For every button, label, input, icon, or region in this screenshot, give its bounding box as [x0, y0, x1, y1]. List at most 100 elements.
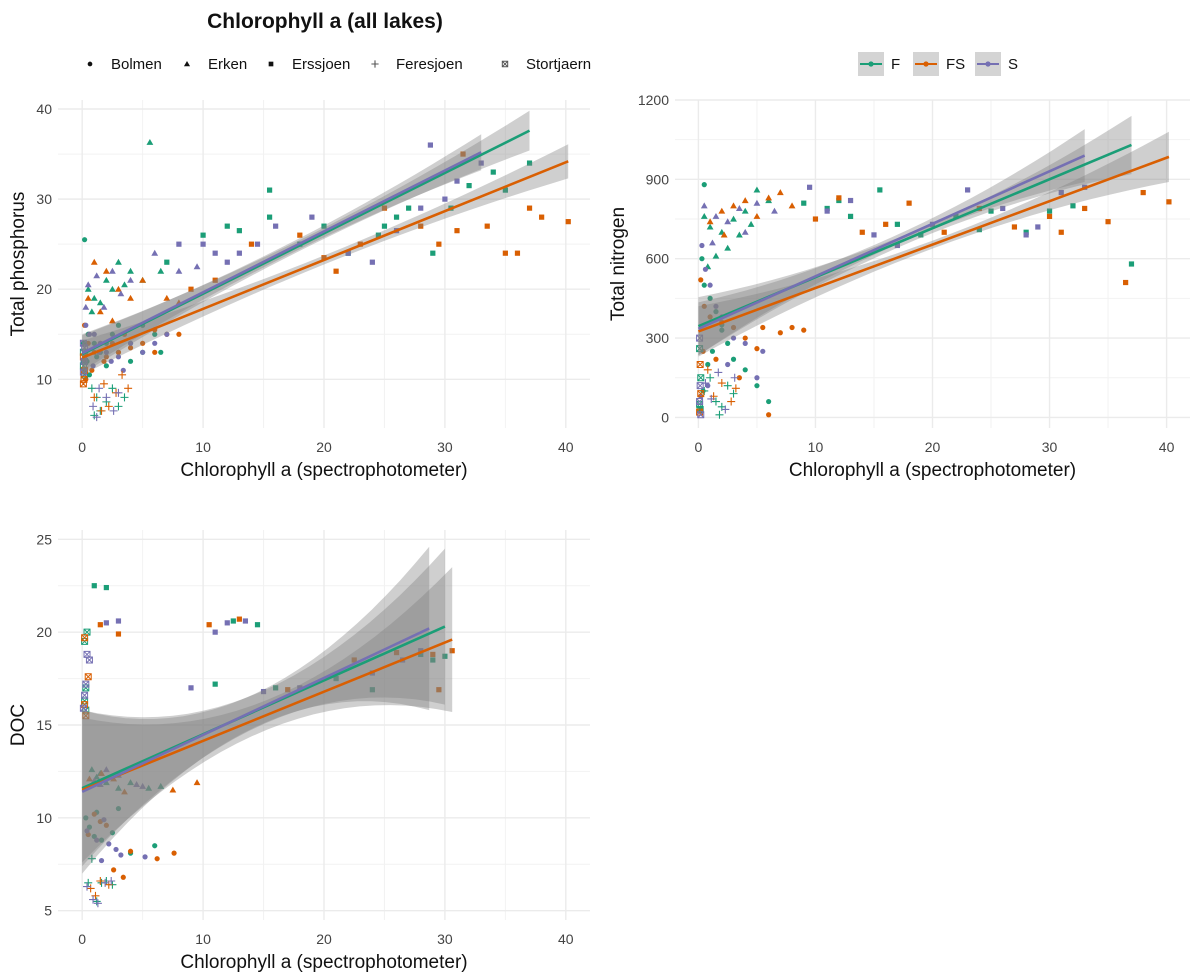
data-point [102, 766, 110, 773]
data-point [706, 223, 714, 230]
y-axis-title: DOC [8, 704, 29, 746]
data-point [375, 232, 382, 238]
data-point [206, 622, 212, 628]
x-tick-label: 0 [695, 439, 703, 455]
data-point [442, 196, 448, 202]
data-point [84, 285, 92, 292]
series-s-circle [84, 817, 148, 864]
legend-key-erken [183, 60, 191, 67]
data-point [1128, 261, 1135, 267]
data-point [953, 213, 959, 219]
data-point [502, 187, 508, 193]
y-tick-label: 1200 [638, 92, 669, 108]
x-tick-label: 30 [437, 439, 453, 455]
data-point [776, 189, 784, 196]
data-point [712, 252, 720, 259]
data-point [702, 266, 709, 272]
data-point [91, 331, 97, 337]
data-point [526, 205, 533, 211]
data-point [115, 322, 122, 328]
data-point [120, 393, 129, 402]
data-point [127, 358, 134, 364]
data-point [236, 616, 242, 622]
data-point [118, 370, 127, 379]
y-tick-label: 900 [646, 171, 670, 187]
data-point [139, 782, 147, 789]
data-point [297, 232, 303, 238]
data-point [705, 383, 711, 389]
data-point [90, 393, 99, 402]
data-point [97, 406, 106, 415]
data-point [83, 322, 89, 328]
data-point [788, 202, 796, 209]
trend-line-fs [81, 160, 569, 359]
legend-dot-f [868, 61, 874, 67]
data-point [86, 372, 93, 378]
data-point [731, 384, 740, 393]
series-fs-plus [86, 877, 113, 900]
data-point [478, 160, 484, 166]
data-point [115, 618, 122, 624]
data-point [700, 348, 706, 354]
data-point [824, 208, 830, 214]
data-point [140, 349, 146, 355]
data-point [212, 681, 218, 687]
data-point [700, 212, 708, 219]
data-point [1058, 189, 1064, 196]
data-point [93, 272, 101, 279]
series-s-triangle [82, 249, 201, 310]
data-point [1123, 279, 1129, 286]
data-point [753, 186, 761, 193]
data-point [765, 194, 773, 201]
x-tick-label: 40 [558, 931, 574, 947]
data-point [976, 227, 982, 233]
data-point [91, 340, 97, 346]
data-point [393, 214, 400, 220]
data-point [696, 382, 704, 390]
data-point [718, 207, 726, 214]
lake-legend: Bolmen Erken Erssjoen Feresjoen Stortjaern [87, 56, 591, 73]
treatment-legend: F FS S [858, 52, 1018, 76]
data-point [188, 286, 194, 292]
data-point [1046, 208, 1053, 214]
data-point [735, 231, 743, 238]
series-fs-triangle [86, 769, 201, 795]
data-point [801, 327, 807, 333]
data-point [84, 878, 93, 887]
data-point [103, 620, 109, 626]
data-point [81, 634, 89, 642]
x-tick-label: 0 [78, 439, 86, 455]
data-point [151, 249, 159, 256]
data-point [109, 267, 116, 274]
data-point [1011, 224, 1018, 230]
data-point [859, 229, 865, 235]
series-fs-square [97, 616, 455, 693]
data-point [707, 394, 716, 403]
series-s-plus [83, 877, 116, 908]
data-point [127, 345, 134, 351]
data-point [104, 402, 113, 411]
data-point [152, 331, 158, 337]
data-point [711, 397, 720, 406]
data-point [200, 241, 206, 247]
series-fs-square [188, 151, 571, 292]
x-tick-label: 30 [1042, 439, 1058, 455]
data-point [836, 195, 842, 201]
data-point [115, 285, 122, 292]
data-point [91, 583, 97, 589]
data-point [169, 786, 177, 793]
data-point [381, 205, 388, 211]
data-point [115, 349, 122, 355]
data-point [697, 390, 705, 398]
data-point [176, 331, 182, 337]
series-s-plus [701, 368, 739, 414]
series-f-triangle [700, 186, 773, 270]
data-point [871, 232, 877, 238]
data-point [705, 361, 711, 368]
legend-key-feresjoen [371, 60, 379, 68]
data-point [139, 276, 147, 283]
data-point [164, 259, 170, 265]
data-point [124, 384, 133, 393]
data-point [84, 673, 92, 681]
data-point [1046, 213, 1053, 219]
